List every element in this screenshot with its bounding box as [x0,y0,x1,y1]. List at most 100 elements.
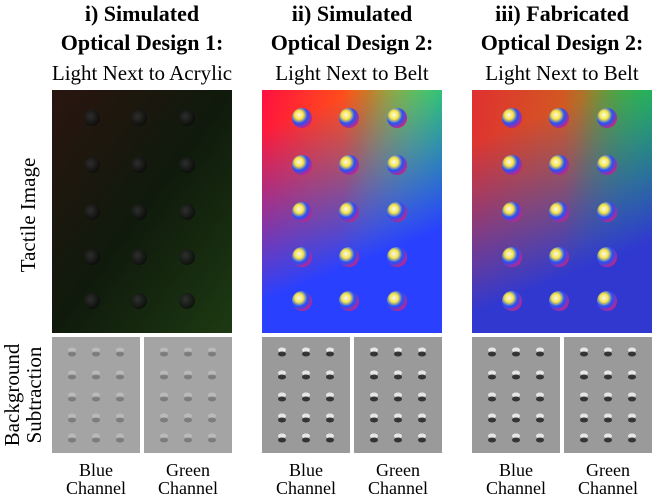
subtraction-dot-dark [302,418,310,423]
subtraction-dot-dark [536,352,544,357]
subtraction-dot-dark [160,438,168,443]
marker-dot [84,249,100,265]
column-caption: Light Next to Belt [485,61,639,85]
subtraction-dot-dark [370,352,378,357]
marker-dot [597,202,617,222]
channel-label: Blue [79,460,113,480]
marker-dot [549,247,569,267]
row-label: Tactile Image [16,158,40,273]
subtraction-dot-dark [208,352,216,357]
subtraction-dot-dark [116,352,124,357]
column-subtitle: Optical Design 1: [61,30,224,55]
marker-dot [179,157,195,173]
row-label: Subtraction [22,346,46,443]
column-caption: Light Next to Acrylic [52,61,232,85]
figure: i) Simulated Optical Design 1: Light Next … [0,0,655,499]
subtraction-dot-dark [370,438,378,443]
subtraction-dot-dark [604,418,612,423]
marker-dot [292,155,312,175]
subtraction-dot-dark [628,375,636,380]
subtraction-dot-dark [394,418,402,423]
channel-label: Green [586,460,630,480]
subtraction-dot-dark [278,375,286,380]
subtraction-dot-dark [278,397,286,402]
marker-dot [597,155,617,175]
marker-dot [502,202,522,222]
subtraction-dot-dark [512,352,520,357]
subtraction-dot-dark [302,352,310,357]
column-caption: Light Next to Belt [275,61,429,85]
channel-label: Channel [158,478,218,498]
subtraction-dot-dark [208,375,216,380]
subtraction-dot-dark [160,352,168,357]
channel-label: Channel [578,478,638,498]
subtraction-dot-dark [278,352,286,357]
subtraction-dot-dark [92,418,100,423]
subtraction-dot-dark [512,375,520,380]
subtraction-dot-dark [326,418,334,423]
channel-label: Channel [66,478,126,498]
marker-dot [387,202,407,222]
subtraction-dot-dark [184,352,192,357]
column-subtitle: Optical Design 2: [481,30,644,55]
marker-dot [179,110,195,126]
channel-label: Blue [289,460,323,480]
subtraction-dot-dark [184,397,192,402]
subtraction-dot-dark [418,352,426,357]
subtraction-dot-dark [160,397,168,402]
subtraction-dot-dark [116,418,124,423]
subtraction-dot-dark [184,375,192,380]
marker-dot [292,202,312,222]
subtraction-dot-dark [488,397,496,402]
subtraction-dot-dark [512,397,520,402]
subtraction-dot-dark [208,397,216,402]
subtraction-dot-dark [488,352,496,357]
column-subtitle: Optical Design 2: [271,30,434,55]
marker-dot [131,249,147,265]
marker-dot [549,202,569,222]
channel-label: Green [166,460,210,480]
column-title: i) Simulated [85,1,199,26]
marker-dot [597,247,617,267]
marker-dot [292,108,312,128]
marker-dot [131,110,147,126]
subtraction-dot-dark [488,375,496,380]
subtraction-dot-dark [326,397,334,402]
marker-dot [502,247,522,267]
subtraction-dot-dark [68,397,76,402]
subtraction-dot-dark [488,418,496,423]
marker-dot [292,291,312,311]
subtraction-dot-dark [116,438,124,443]
subtraction-dot-dark [394,438,402,443]
marker-dot [387,247,407,267]
subtraction-dot-dark [116,397,124,402]
subtraction-dot-dark [160,375,168,380]
subtraction-dot-dark [628,397,636,402]
marker-dot [179,249,195,265]
marker-dot [84,110,100,126]
subtraction-dot-dark [628,418,636,423]
subtraction-dot-dark [628,438,636,443]
subtraction-dot-dark [536,418,544,423]
subtraction-dot-dark [580,397,588,402]
subtraction-dot-dark [536,397,544,402]
subtraction-dot-dark [370,418,378,423]
subtraction-dot-dark [604,375,612,380]
subtraction-dot-dark [302,397,310,402]
marker-dot [179,204,195,220]
marker-dot [84,157,100,173]
subtraction-dot-dark [604,352,612,357]
marker-dot [387,291,407,311]
subtraction-dot-dark [208,438,216,443]
marker-dot [549,108,569,128]
subtraction-dot-dark [394,375,402,380]
marker-dot [549,155,569,175]
marker-dot [502,291,522,311]
subtraction-dot-dark [326,438,334,443]
marker-dot [597,291,617,311]
subtraction-dot-dark [580,352,588,357]
subtraction-dot-dark [92,397,100,402]
subtraction-dot-dark [302,375,310,380]
row-label: Background [0,343,24,446]
subtraction-dot-dark [278,418,286,423]
